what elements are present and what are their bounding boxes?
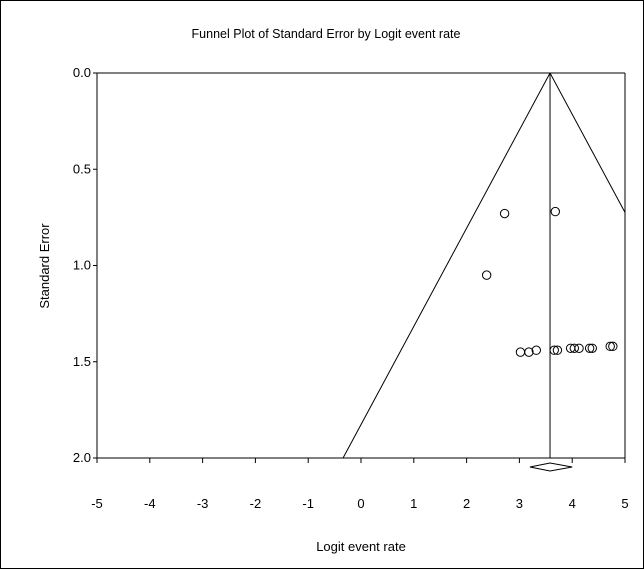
y-tick-label: 1.0 — [73, 258, 91, 273]
y-tick-label: 0.5 — [73, 161, 91, 176]
study-point — [549, 345, 559, 355]
x-tick-label: 5 — [621, 496, 628, 511]
study-point — [499, 208, 510, 219]
x-tick-label: 1 — [410, 496, 417, 511]
x-tick-label: -2 — [250, 496, 262, 511]
plot-area: 0.0 0.5 1.0 1.5 2.0 -5 -4 -3 -2 -1 0 1 2 3 4 5 — [73, 65, 629, 511]
study-point — [481, 270, 492, 280]
y-tick-label: 2.0 — [73, 450, 91, 465]
study-point — [574, 343, 584, 353]
y-tick-label: 1.5 — [73, 354, 91, 369]
x-tick-label: -1 — [302, 496, 314, 511]
summary-diamond — [529, 462, 573, 472]
study-point — [584, 343, 595, 353]
x-tick-label: 2 — [463, 496, 470, 511]
x-tick-label: -5 — [91, 496, 103, 511]
study-point — [515, 347, 526, 357]
x-tick-label: 3 — [516, 496, 523, 511]
y-tick-label: 0.0 — [73, 65, 91, 80]
y-axis-label: Standard Error — [37, 223, 52, 309]
study-point — [531, 345, 541, 355]
chart-title: Funnel Plot of Standard Error by Logit e… — [192, 27, 461, 41]
x-tick-label: -4 — [144, 496, 156, 511]
study-point — [608, 341, 618, 352]
funnel-left-limit — [342, 73, 551, 458]
x-axis-label: Logit event rate — [316, 539, 406, 554]
study-point — [587, 343, 597, 353]
study-point — [565, 343, 576, 353]
study-point — [605, 341, 615, 352]
funnel-right-limit — [549, 73, 625, 214]
study-point — [550, 206, 561, 217]
study-point — [524, 347, 534, 357]
study-point — [569, 343, 580, 353]
x-tick-label: -3 — [197, 496, 209, 511]
x-tick-label: 0 — [357, 496, 364, 511]
study-point — [552, 345, 563, 355]
x-tick-label: 4 — [569, 496, 576, 511]
